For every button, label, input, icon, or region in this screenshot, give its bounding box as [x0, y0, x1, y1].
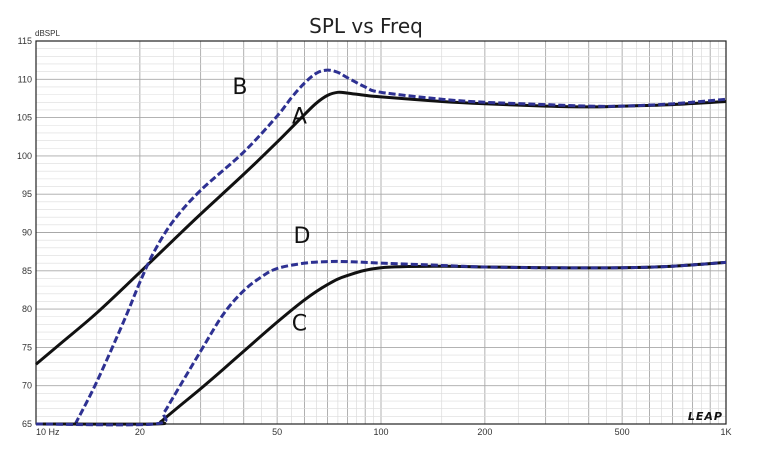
y-tick-label: 75 — [22, 342, 32, 352]
y-tick-label: 70 — [22, 381, 32, 391]
x-tick-label: 1K — [720, 427, 731, 437]
series-line-d — [35, 259, 727, 427]
series-lines — [35, 68, 727, 427]
y-tick-label: 115 — [18, 36, 32, 46]
x-tick-labels: 10 Hz 20 50 100 200 500 1K — [36, 427, 732, 437]
y-tick-label: 90 — [22, 228, 32, 238]
x-tick-label: 10 Hz — [36, 427, 60, 437]
series-label-a: A — [292, 105, 307, 130]
chart-title: SPL vs Freq — [309, 14, 423, 38]
y-tick-label: 110 — [18, 74, 32, 84]
y-tick-label: 80 — [22, 304, 32, 314]
y-tick-label: 65 — [22, 419, 32, 429]
y-tick-label: 85 — [22, 266, 32, 276]
y-tick-label: 105 — [17, 113, 32, 123]
series-label-b: B — [232, 75, 247, 100]
x-tick-label: 500 — [615, 427, 630, 437]
series-line-b — [73, 68, 727, 425]
x-tick-label: 100 — [373, 427, 388, 437]
leap-logo: LEAP — [688, 410, 723, 423]
grid — [36, 41, 726, 424]
y-tick-labels: 65 70 75 80 85 90 95 100 105 110 115 — [17, 36, 32, 429]
x-tick-label: 50 — [272, 427, 282, 437]
x-tick-label: 20 — [135, 427, 145, 437]
series-label-d: D — [293, 224, 310, 249]
y-tick-label: 95 — [22, 189, 32, 199]
y-tick-label: 100 — [17, 151, 32, 161]
series-label-c: C — [292, 312, 307, 337]
series-labels: A B C D — [232, 75, 310, 337]
y-axis-label: dBSPL — [35, 29, 60, 38]
plot-frame — [35, 40, 727, 425]
x-tick-label: 200 — [477, 427, 492, 437]
